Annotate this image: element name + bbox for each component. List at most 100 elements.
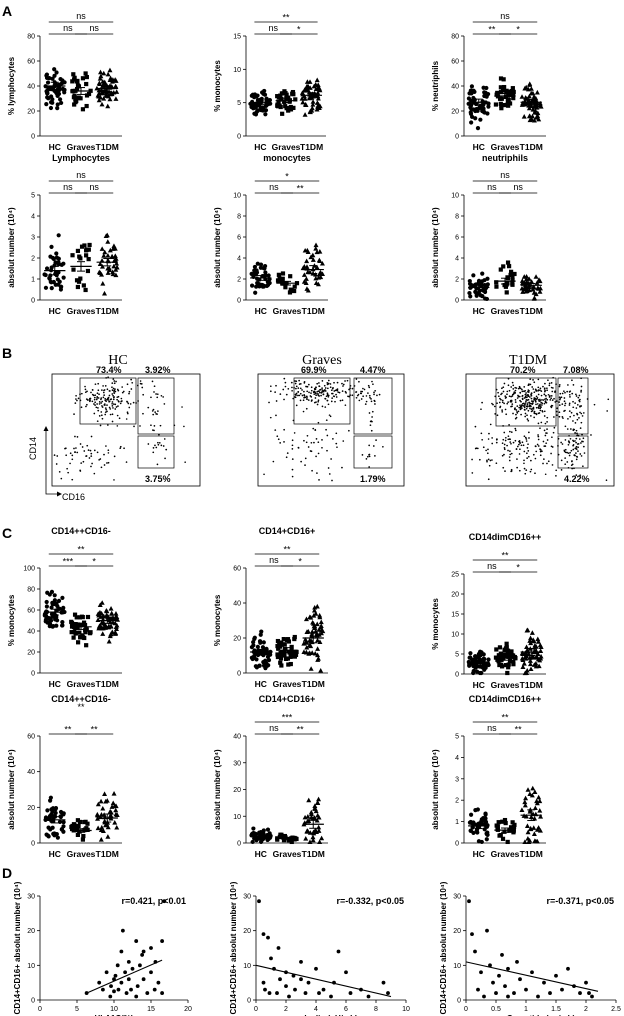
y-tick-label: 2 [455,798,459,805]
data-point [507,658,513,663]
y-tick-label: 25 [451,572,459,579]
data-point [494,284,499,289]
flow-event [368,386,371,389]
flow-event [544,473,547,476]
flow-event [504,408,507,411]
data-point [473,289,478,294]
data-point [302,96,308,101]
data-point [97,270,103,276]
flow-event [537,422,540,425]
y-tick-label: 40 [27,84,35,91]
flow-event [513,408,516,410]
flow-event [558,384,561,386]
y-tick-label: 20 [233,636,241,643]
data-point [71,72,76,77]
data-point [522,802,528,808]
flow-event [100,414,103,417]
chart-title: CD14++CD16- [51,526,111,536]
flow-event [291,439,294,442]
data-point [471,273,476,278]
data-point [99,600,105,605]
flow-event [512,384,515,387]
flow-event [155,446,158,449]
flow-event [333,390,336,392]
flow-event [514,399,517,401]
data-point [111,790,117,796]
flow-event [551,390,554,393]
flow-event [543,445,546,447]
flow-event [359,392,362,395]
flow-event [560,469,563,471]
data-point [276,646,281,651]
flow-event [572,428,575,431]
flow-event [113,455,116,458]
data-point [293,652,299,657]
data-point [105,270,111,275]
flow-event [119,402,122,405]
y-tick-label: 0 [237,134,241,141]
flow-event [326,449,328,452]
y-tick-label: 0 [247,998,251,1005]
data-point [108,813,114,818]
data-point [104,798,110,803]
flow-event [83,450,86,452]
flow-event [328,473,331,475]
data-point [53,810,58,816]
flow-event [551,464,554,466]
flow-event [504,397,507,399]
flow-event [101,406,104,408]
flow-event [301,394,304,397]
significance-label: * [285,172,289,182]
flow-event [553,397,555,400]
data-point [467,91,472,96]
flow-event [519,387,522,390]
data-point [113,807,119,813]
flow-event [555,400,558,402]
flow-event [111,382,114,385]
data-point [315,82,321,87]
data-point [301,279,307,284]
flow-event [545,432,547,434]
data-point [74,79,80,84]
flow-event [349,394,352,397]
flow-event [539,398,541,401]
flow-event [96,403,98,405]
significance-label: * [297,25,301,35]
flow-event [576,403,579,406]
flow-event [318,382,320,384]
data-point [531,662,537,667]
data-point [508,272,513,278]
flow-event [342,383,345,386]
flow-event [319,388,322,391]
flow-event [575,458,578,461]
data-point [280,276,285,281]
flow-event [502,390,505,393]
flow-event [304,464,306,466]
flow-event [279,393,282,395]
flow-event [515,409,518,411]
flow-event [487,438,490,440]
flow-event [482,446,485,449]
data-point [499,106,504,111]
flow-event [512,388,515,390]
flow-event [97,382,100,385]
category-label: HC [473,680,485,690]
category-label: HC [255,849,267,859]
flow-event [310,450,313,453]
flow-event [363,388,366,391]
correlation-annotation: r=-0.332, p<0.05 [336,896,404,906]
data-point [280,91,286,96]
flow-event [153,385,156,388]
category-label: T1DM [520,849,543,859]
flow-event [158,433,160,436]
data-point [56,262,61,267]
flow-event [369,424,372,427]
data-point [275,638,281,644]
flow-event [534,388,537,391]
flow-event [337,391,340,394]
flow-event [518,443,520,446]
data-point [279,663,284,668]
panel-label-a: A [2,3,12,19]
data-point [76,823,81,829]
flow-event [524,412,527,415]
